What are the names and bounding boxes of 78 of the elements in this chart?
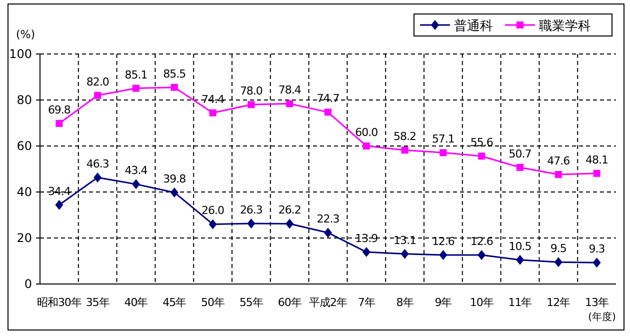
x-tick-label: 10年 <box>470 296 494 309</box>
x-tick-label: 55年 <box>239 296 264 309</box>
point <box>55 200 64 210</box>
x-tick-label: 60年 <box>278 296 302 309</box>
y-tick-label: 40 <box>16 185 32 199</box>
data-label: 57.1 <box>432 132 454 146</box>
y-tick-label: 0 <box>24 277 32 291</box>
y-tick-label: 100 <box>9 47 32 61</box>
x-tick-label: 12年 <box>546 296 571 309</box>
point <box>362 247 370 258</box>
data-label: 9.3 <box>588 242 606 256</box>
point <box>209 109 216 116</box>
data-label: 50.7 <box>508 147 532 160</box>
point <box>592 258 601 268</box>
point <box>132 84 140 92</box>
point <box>170 84 178 91</box>
point <box>516 254 524 265</box>
x-tick-label: 7年 <box>358 296 376 309</box>
x-axis-title: (年度) <box>588 311 616 323</box>
x-tick-label: 40年 <box>124 296 148 309</box>
data-label: 58.2 <box>394 130 416 144</box>
point <box>248 101 255 108</box>
point <box>478 152 486 160</box>
x-tick-label: 平成2年 <box>309 296 348 309</box>
data-label: 48.1 <box>586 153 608 166</box>
y-tick-label: 80 <box>16 93 32 107</box>
y-tick-label: 60 <box>16 139 32 153</box>
x-tick-label: 50年 <box>201 296 226 309</box>
data-label: 26.0 <box>202 204 225 218</box>
data-label: 22.3 <box>316 212 340 226</box>
data-label: 10.5 <box>508 240 532 253</box>
point <box>554 257 562 268</box>
point <box>247 218 256 229</box>
point <box>208 219 217 230</box>
data-label: 85.5 <box>163 67 186 80</box>
y-axis-title: (%) <box>16 28 36 41</box>
point <box>324 228 332 238</box>
point <box>170 187 178 198</box>
data-label: 85.1 <box>124 68 148 82</box>
point <box>286 218 294 229</box>
point <box>440 149 447 156</box>
y-tick-label: 20 <box>16 231 32 245</box>
data-label: 78.0 <box>240 84 263 98</box>
point <box>401 146 408 154</box>
legend-label: 普通科 <box>454 18 493 34</box>
data-label: 60.0 <box>355 126 378 139</box>
x-tick-label: 昭和30年 <box>36 296 82 309</box>
point <box>94 172 102 183</box>
point <box>132 179 140 190</box>
point <box>324 108 332 116</box>
x-tick-label: 9年 <box>434 296 452 309</box>
data-label: 47.6 <box>547 154 570 168</box>
data-label: 82.0 <box>86 75 110 88</box>
point <box>516 164 524 171</box>
point <box>362 142 370 150</box>
data-label: 46.3 <box>86 158 110 171</box>
data-label: 26.2 <box>278 204 301 217</box>
point <box>94 92 102 99</box>
data-label: 78.4 <box>278 84 302 97</box>
x-tick-label: 35年 <box>86 296 110 309</box>
data-label: 69.8 <box>48 103 71 116</box>
point <box>286 100 294 108</box>
point <box>554 171 562 178</box>
data-label: 9.5 <box>550 242 567 256</box>
point <box>400 248 409 259</box>
point <box>439 250 448 260</box>
data-label: 26.3 <box>240 204 263 217</box>
x-tick-label: 45年 <box>162 296 187 309</box>
point <box>478 250 486 260</box>
x-tick-label: 8年 <box>396 296 414 309</box>
x-tick-label: 13年 <box>585 296 610 309</box>
x-tick-label: 11年 <box>508 296 532 309</box>
point <box>56 120 63 127</box>
data-label: 55.6 <box>470 136 494 150</box>
legend-label: 職業学科 <box>539 19 591 34</box>
data-label: 43.4 <box>124 164 148 178</box>
data-label: 39.8 <box>163 172 186 186</box>
point <box>593 170 600 177</box>
